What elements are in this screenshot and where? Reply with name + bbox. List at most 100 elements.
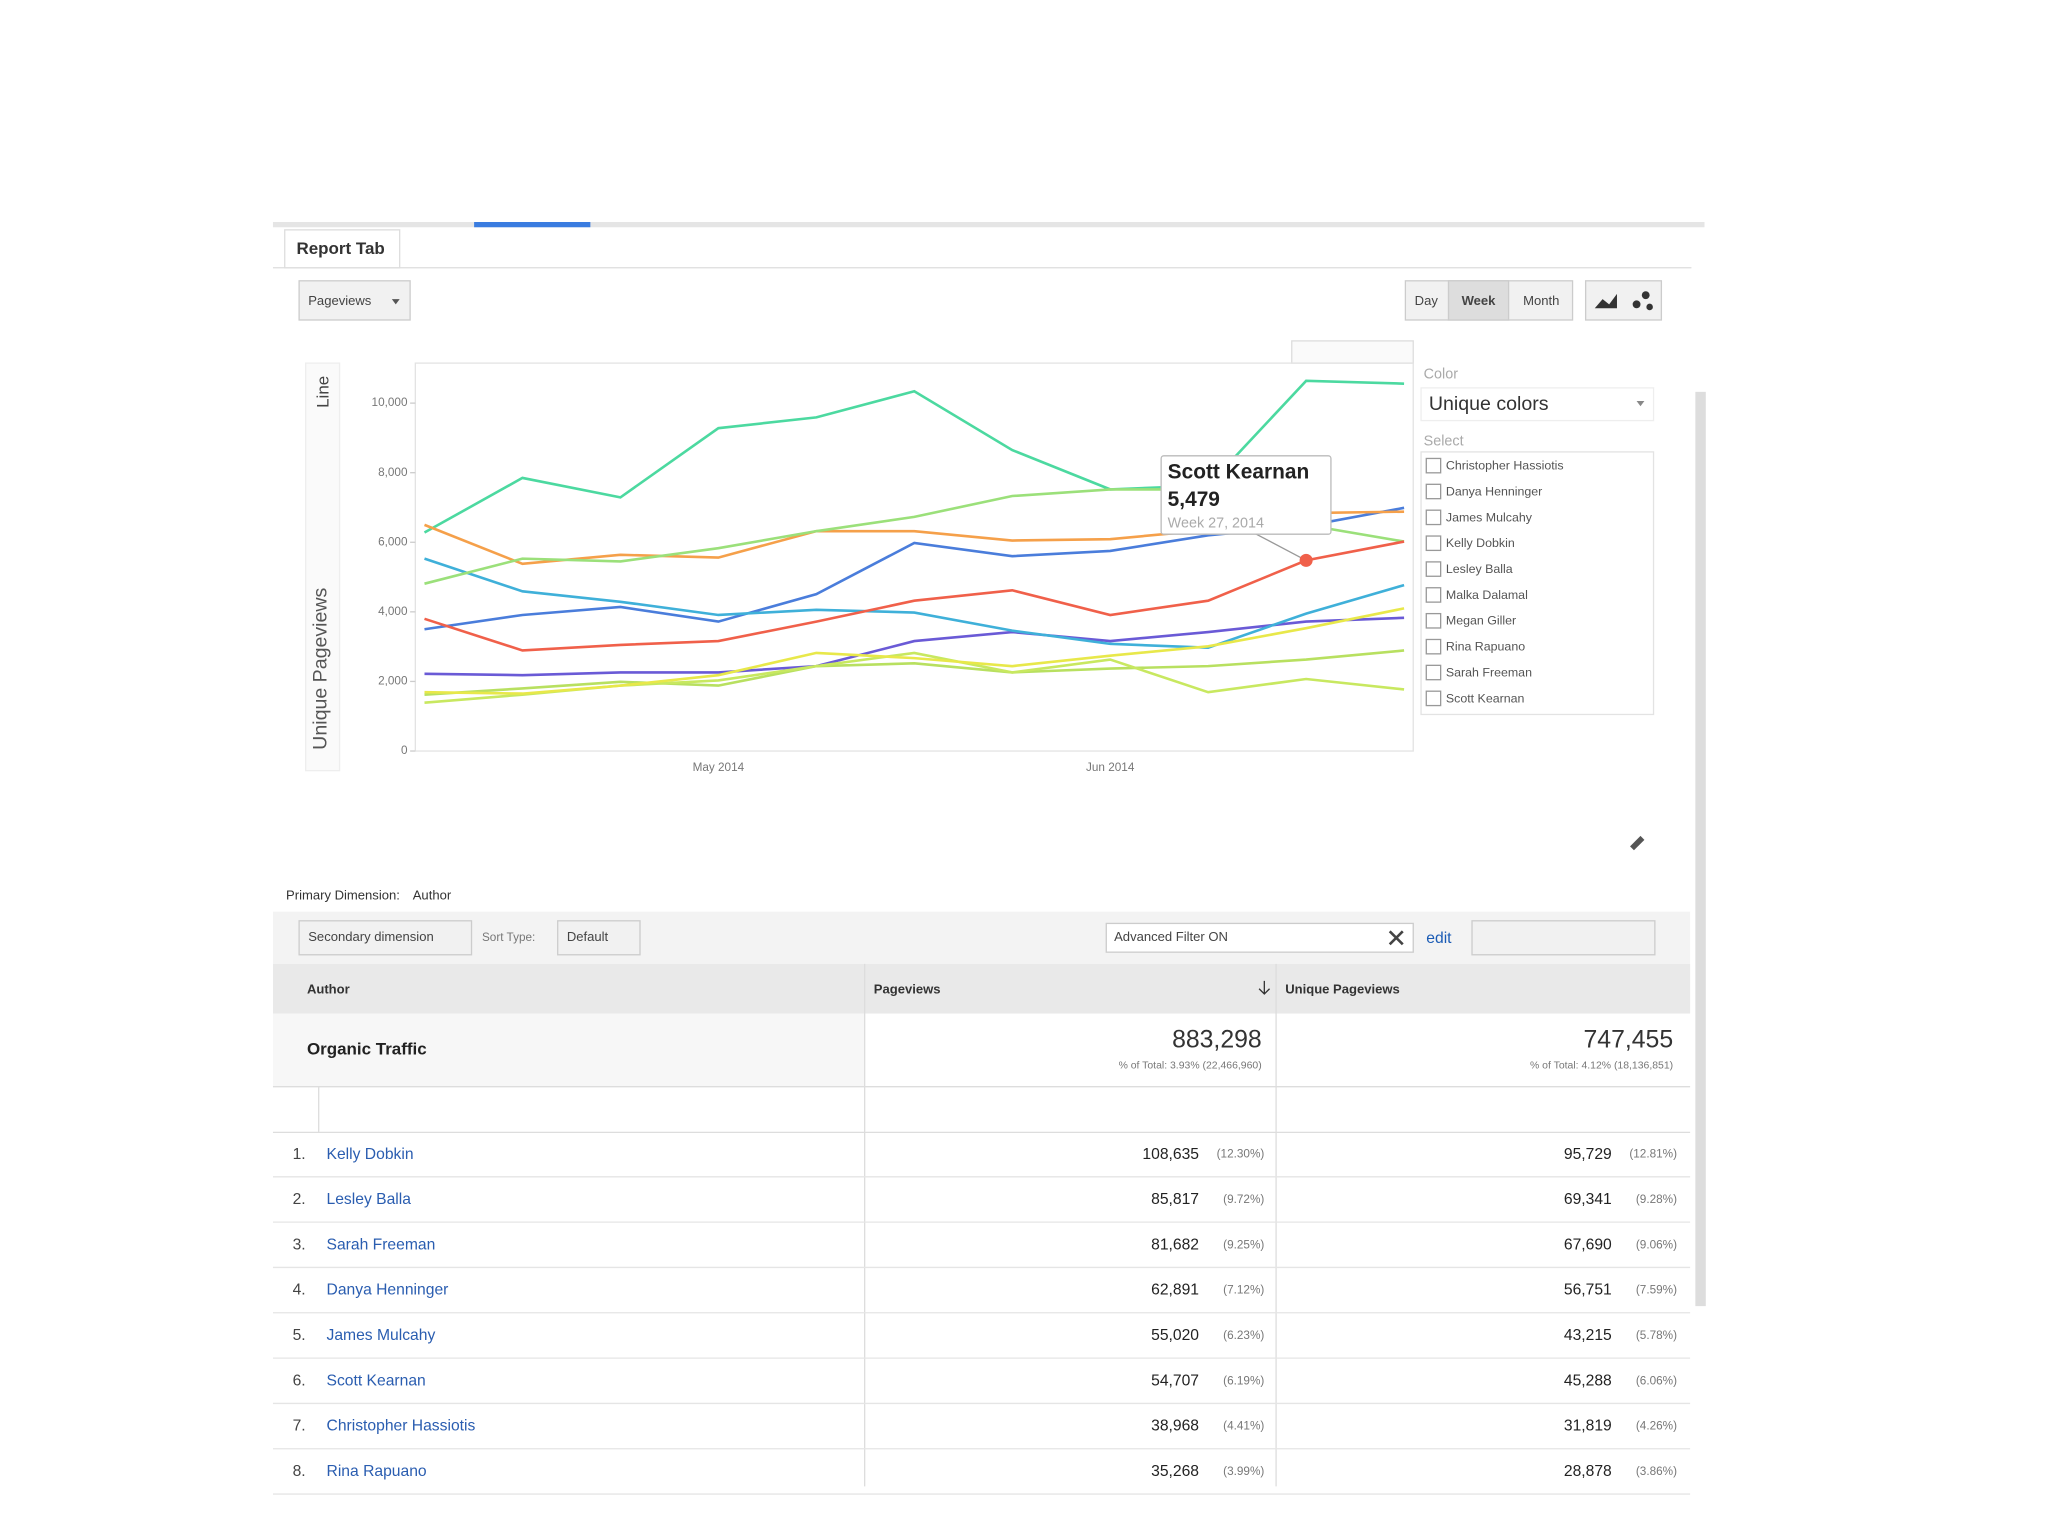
select-label: Select xyxy=(1424,433,1464,449)
edit-link[interactable]: edit xyxy=(1426,930,1452,947)
author-link[interactable]: James Mulcahy xyxy=(327,1327,436,1344)
y-tick-label: 2,000 xyxy=(378,675,408,688)
header-pageviews[interactable]: Pageviews xyxy=(874,981,941,996)
pageviews: 54,707 xyxy=(1151,1372,1199,1389)
legend-checkbox[interactable] xyxy=(1425,509,1442,526)
pageviews: 62,891 xyxy=(1151,1282,1199,1299)
legend-label[interactable]: James Mulcahy xyxy=(1446,510,1533,524)
table-header xyxy=(272,963,1691,1014)
filter-text[interactable]: Advanced Filter ON xyxy=(1114,929,1228,944)
tooltip-name: Scott Kearnan xyxy=(1168,460,1310,483)
author-link[interactable]: Kelly Dobkin xyxy=(327,1146,414,1163)
author-link[interactable]: Christopher Hassiotis xyxy=(327,1418,476,1435)
secondary-label[interactable]: Secondary dimension xyxy=(308,929,433,944)
pageviews-pct: (9.25%) xyxy=(1223,1238,1264,1251)
unique-pct: (6.06%) xyxy=(1636,1374,1677,1387)
granularity-month[interactable]: Month xyxy=(1523,293,1559,308)
unique-pct: (4.26%) xyxy=(1636,1420,1677,1433)
total-pageviews-note: % of Total: 3.93% (22,466,960) xyxy=(1119,1061,1262,1072)
pageviews-pct: (6.19%) xyxy=(1223,1374,1264,1387)
pageviews: 38,968 xyxy=(1151,1418,1199,1435)
color-dropdown[interactable] xyxy=(1420,387,1655,422)
y-tick-label: 0 xyxy=(401,744,408,757)
legend-label[interactable]: Rina Rapuano xyxy=(1446,640,1525,654)
sort-value[interactable]: Default xyxy=(567,929,609,944)
author-link[interactable]: Rina Rapuano xyxy=(327,1463,427,1480)
secondary-dropdown[interactable] xyxy=(298,920,473,956)
settings-icon[interactable] xyxy=(1630,835,1645,851)
legend-label[interactable]: Malka Dalamal xyxy=(1446,588,1528,602)
total-label-cell xyxy=(272,1013,865,1087)
pageviews: 108,635 xyxy=(1142,1146,1199,1163)
motion-icon xyxy=(1641,291,1650,300)
color-label: Color xyxy=(1424,367,1459,383)
author-link[interactable]: Lesley Balla xyxy=(327,1191,412,1208)
unique: 28,878 xyxy=(1564,1463,1612,1480)
primary-dim-value[interactable]: Author xyxy=(413,887,452,902)
series-line xyxy=(424,557,1405,650)
granularity-week[interactable]: Week xyxy=(1462,293,1497,308)
pageviews: 81,682 xyxy=(1151,1236,1199,1253)
unique-pct: (7.59%) xyxy=(1636,1284,1677,1297)
legend-label[interactable]: Christopher Hassiotis xyxy=(1446,459,1564,473)
author-link[interactable]: Danya Henninger xyxy=(327,1282,449,1299)
legend-label[interactable]: Scott Kearnan xyxy=(1446,691,1525,705)
total-label: Organic Traffic xyxy=(307,1040,427,1059)
total-pageviews: 883,298 xyxy=(1172,1027,1262,1054)
metric-label[interactable]: Pageviews xyxy=(308,293,372,308)
y-tick-label: 8,000 xyxy=(378,466,408,479)
plot: 0 2,000 4,000 6,000 8,000 10,000 May 2014 Jun 2… xyxy=(372,362,1414,774)
sort-arrow xyxy=(1258,980,1271,995)
color-value[interactable]: Unique colors xyxy=(1429,393,1549,415)
legend-label[interactable]: Sarah Freeman xyxy=(1446,665,1532,679)
series-line xyxy=(424,616,1405,677)
pageviews: 55,020 xyxy=(1151,1327,1199,1344)
legend-checkbox[interactable] xyxy=(1425,690,1442,707)
author-link[interactable]: Scott Kearnan xyxy=(327,1372,426,1389)
unique: 67,690 xyxy=(1564,1236,1612,1253)
legend-checkbox[interactable] xyxy=(1425,457,1442,474)
y-tick-label: 6,000 xyxy=(378,535,408,548)
unique: 95,729 xyxy=(1564,1146,1612,1163)
chart-kind[interactable]: Line xyxy=(313,376,332,408)
clear-icon[interactable] xyxy=(1388,930,1404,946)
series-line xyxy=(424,649,1405,696)
series-line xyxy=(424,607,1405,695)
legend-checkbox[interactable] xyxy=(1425,587,1442,603)
granularity-day[interactable]: Day xyxy=(1415,293,1439,308)
legend-label[interactable]: Megan Giller xyxy=(1446,614,1516,628)
scrollbar[interactable] xyxy=(1695,391,1706,1307)
tab[interactable] xyxy=(284,229,401,269)
legend-checkbox[interactable] xyxy=(1425,561,1442,577)
sort-dropdown[interactable] xyxy=(557,920,641,956)
legend-checkbox[interactable] xyxy=(1425,483,1442,500)
legend-checkbox[interactable] xyxy=(1425,664,1442,681)
legend-label[interactable]: Kelly Dobkin xyxy=(1446,536,1515,550)
header-unique[interactable]: Unique Pageviews xyxy=(1285,981,1400,996)
x-tick-label: May 2014 xyxy=(693,761,745,774)
header-author[interactable]: Author xyxy=(307,981,350,996)
pageviews-pct: (4.41%) xyxy=(1223,1420,1264,1433)
line-icon xyxy=(1594,293,1617,309)
axis-selector[interactable] xyxy=(304,362,341,772)
tab-label[interactable]: Report Tab xyxy=(296,239,384,258)
series-line xyxy=(424,540,1405,652)
legend-label[interactable]: Danya Henninger xyxy=(1446,484,1542,498)
motion-icon xyxy=(1632,300,1641,309)
legend-label[interactable]: Lesley Balla xyxy=(1446,562,1513,576)
filter-box[interactable] xyxy=(1105,922,1414,953)
chart-type-buttons[interactable] xyxy=(1584,280,1663,321)
legend-checkbox[interactable] xyxy=(1425,612,1442,629)
legend-checkbox[interactable] xyxy=(1425,535,1442,552)
pageviews-pct: (3.99%) xyxy=(1223,1465,1264,1478)
unique-pct: (12.81%) xyxy=(1629,1148,1677,1161)
table-rows: 1. Kelly Dobkin 108,635 (12.30%) 95,729 (12.8… xyxy=(272,1146,1691,1495)
metric-dropdown[interactable] xyxy=(298,280,411,321)
x-tick-label: Jun 2014 xyxy=(1086,761,1135,774)
chart-mode-buttons[interactable] xyxy=(1291,340,1414,364)
unique: 43,215 xyxy=(1564,1327,1612,1344)
view-buttons[interactable] xyxy=(1471,920,1656,956)
author-link[interactable]: Sarah Freeman xyxy=(327,1236,436,1253)
legend-checkbox[interactable] xyxy=(1425,638,1442,655)
